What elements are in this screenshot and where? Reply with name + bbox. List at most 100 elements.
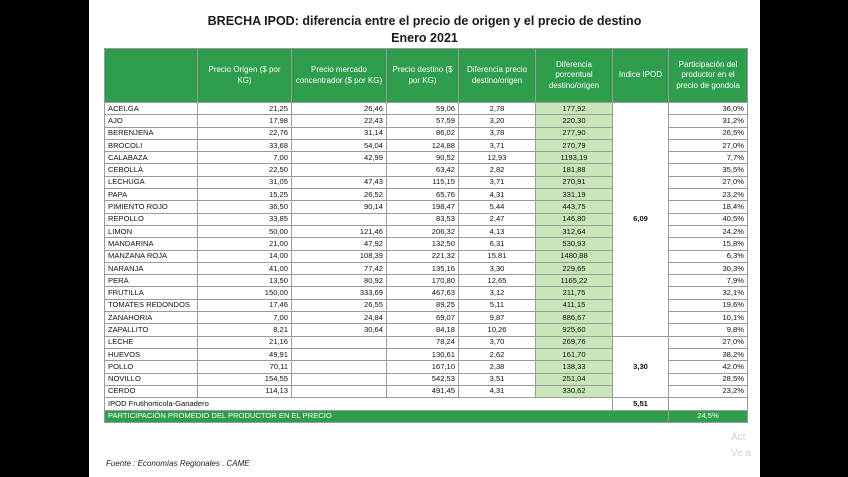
price-origin: 17,46 bbox=[197, 298, 292, 313]
pct-diff: 220,30 bbox=[535, 114, 613, 128]
price-origin: 50,00 bbox=[197, 224, 292, 239]
header-cell: Participación del productor en el precio… bbox=[668, 48, 748, 103]
price-destination: 130,61 bbox=[386, 347, 459, 362]
price-diff: 2,78 bbox=[458, 101, 536, 116]
product-name: LECHE bbox=[104, 335, 198, 349]
price-destination: 63,42 bbox=[386, 163, 459, 177]
product-name: CALABAZA bbox=[104, 151, 198, 165]
pct-diff: 443,75 bbox=[535, 200, 613, 214]
page-title: BRECHA IPOD: diferencia entre el precio … bbox=[207, 14, 642, 28]
price-destination: 59,06 bbox=[386, 101, 459, 116]
participation-value: 24,5% bbox=[668, 409, 748, 424]
document-page: BRECHA IPOD: diferencia entre el precio … bbox=[89, 0, 760, 477]
price-market: 80,92 bbox=[291, 274, 387, 288]
price-diff: 3,71 bbox=[458, 138, 536, 153]
product-name: ZANAHORIA bbox=[104, 311, 198, 325]
header-cell: Diferencia porcentual destino/origen bbox=[535, 48, 613, 103]
table-row: LECHE 21,16 78,24 3,70 269,76 3,30 27,0% bbox=[104, 335, 748, 399]
product-name: LIMON bbox=[104, 224, 198, 239]
pct-diff: 211,75 bbox=[535, 286, 613, 300]
price-origin: 150,00 bbox=[197, 286, 292, 300]
price-destination: 90,52 bbox=[386, 151, 459, 165]
price-origin: 31,05 bbox=[197, 175, 292, 190]
price-destination: 221,32 bbox=[386, 249, 459, 263]
product-name: ZAPALLITO bbox=[104, 323, 198, 337]
product-name: LECHUGA bbox=[104, 175, 198, 190]
producer-share: 42,0% bbox=[668, 360, 748, 374]
price-diff: 5,44 bbox=[458, 200, 536, 214]
price-origin: 22,50 bbox=[197, 163, 292, 177]
ipod-total-label: IPOD Frutihorticola-Ganadero bbox=[104, 397, 613, 411]
price-market: 26,55 bbox=[291, 298, 387, 313]
header-cell: Precio Origen ($ por KG) bbox=[197, 48, 292, 103]
price-diff: 12,93 bbox=[458, 151, 536, 165]
producer-share: 27,0% bbox=[668, 175, 748, 190]
price-market bbox=[291, 384, 387, 399]
producer-share: 7,7% bbox=[668, 151, 748, 165]
price-origin: 17,98 bbox=[197, 114, 292, 128]
table-row: CALABAZA 7,00 42,99 90,52 12,93 1193,19 7,7% bbox=[104, 151, 748, 165]
pct-diff: 886,67 bbox=[535, 311, 613, 325]
producer-share: 40,5% bbox=[668, 212, 748, 226]
producer-share: 18,4% bbox=[668, 200, 748, 214]
price-destination: 467,63 bbox=[386, 286, 459, 300]
price-destination: 65,76 bbox=[386, 188, 459, 202]
product-name: BROCOLI bbox=[104, 138, 198, 153]
price-market: 30,64 bbox=[291, 323, 387, 337]
header-row: Precio Origen ($ por KG) Precio mercado … bbox=[104, 48, 748, 103]
table-row: PERA 13,50 80,92 170,80 12,65 1165,22 7,9% bbox=[104, 274, 748, 288]
producer-share: 23,2% bbox=[668, 188, 748, 202]
header-cell: Precio destino ($ por KG) bbox=[386, 48, 459, 103]
price-origin: 114,13 bbox=[197, 384, 292, 399]
pct-diff: 1480,88 bbox=[535, 249, 613, 263]
price-destination: 115,15 bbox=[386, 175, 459, 190]
price-market: 42,99 bbox=[291, 151, 387, 165]
price-destination: 491,45 bbox=[386, 384, 459, 399]
price-diff: 3,20 bbox=[458, 114, 536, 128]
price-origin: 15,25 bbox=[197, 188, 292, 202]
table-row: LIMON 50,00 121,46 206,32 4,13 312,64 24,2% bbox=[104, 224, 748, 239]
price-diff: 3,12 bbox=[458, 286, 536, 300]
table-row: AJO 17,98 22,43 57,59 3,20 220,30 31,2% bbox=[104, 114, 748, 128]
price-market bbox=[291, 335, 387, 349]
pct-diff: 277,90 bbox=[535, 126, 613, 140]
table-row: BERENJENA 22,76 31,14 86,02 3,78 277,90 26,5% bbox=[104, 126, 748, 140]
pct-diff: 530,93 bbox=[535, 237, 613, 251]
price-diff: 6,31 bbox=[458, 237, 536, 251]
table-row: REPOLLO 33,85 83,53 2,47 146,80 40,5% bbox=[104, 212, 748, 226]
header-cell: Diferencia precio destino/origen bbox=[458, 48, 536, 103]
price-diff: 5,11 bbox=[458, 298, 536, 313]
price-diff: 12,65 bbox=[458, 274, 536, 288]
price-origin: 14,00 bbox=[197, 249, 292, 263]
producer-share: 30,3% bbox=[668, 261, 748, 276]
header-cell bbox=[104, 48, 198, 103]
product-name: NARANJA bbox=[104, 261, 198, 276]
pct-diff: 251,04 bbox=[535, 372, 613, 386]
price-market bbox=[291, 372, 387, 386]
price-origin: 33,68 bbox=[197, 138, 292, 153]
producer-share: 27,0% bbox=[668, 335, 748, 349]
price-destination: 132,50 bbox=[386, 237, 459, 251]
price-diff: 4,31 bbox=[458, 188, 536, 202]
price-diff: 3,71 bbox=[458, 175, 536, 190]
table-row: BROCOLI 33,68 54,04 124,88 3,71 270,79 27,0% bbox=[104, 138, 748, 153]
price-diff: 3,30 bbox=[458, 261, 536, 276]
ipod-index-cell: 3,30 bbox=[612, 335, 669, 399]
pct-diff: 312,64 bbox=[535, 224, 613, 239]
price-destination: 170,80 bbox=[386, 274, 459, 288]
product-name: PAPA bbox=[104, 188, 198, 202]
pct-diff: 1165,22 bbox=[535, 274, 613, 288]
product-name: MANDARINA bbox=[104, 237, 198, 251]
producer-share: 7,9% bbox=[668, 274, 748, 288]
price-destination: 84,18 bbox=[386, 323, 459, 337]
product-name: CERDO bbox=[104, 384, 198, 399]
price-market: 31,14 bbox=[291, 126, 387, 140]
product-name: REPOLLO bbox=[104, 212, 198, 226]
pct-diff: 177,92 bbox=[535, 101, 613, 116]
table-row: CEBOLLA 22,50 63,42 2,82 181,88 35,5% bbox=[104, 163, 748, 177]
table-row: HUEVOS 49,91 130,61 2,62 161,70 38,2% bbox=[104, 347, 748, 362]
price-diff: 3,51 bbox=[458, 372, 536, 386]
price-diff: 4,31 bbox=[458, 384, 536, 399]
price-destination: 69,07 bbox=[386, 311, 459, 325]
price-market: 90,14 bbox=[291, 200, 387, 214]
